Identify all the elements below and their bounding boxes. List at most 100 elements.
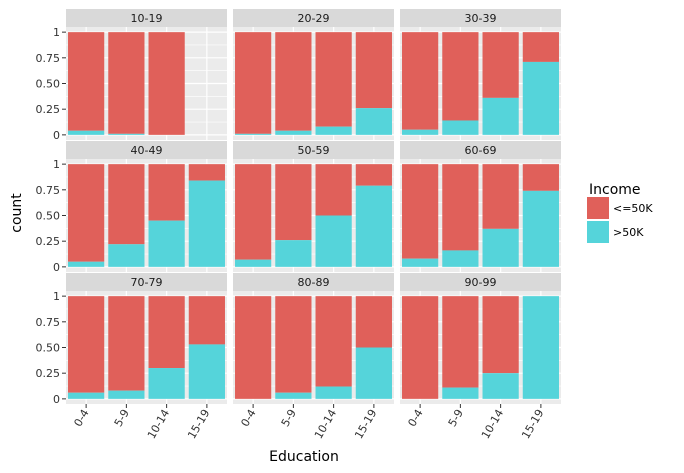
y-tick-label: 0.25 <box>36 235 61 248</box>
bar-gt50k-80-89-10-14 <box>315 386 352 399</box>
facet-strip-label: 30-39 <box>465 12 497 25</box>
bar-le50k-60-69-10-14 <box>482 164 519 229</box>
y-tick-label: 0 <box>53 129 60 142</box>
legend-title: Income <box>589 182 641 198</box>
facet-strip-40-49 <box>66 141 227 159</box>
y-axis-title: count <box>9 193 25 233</box>
y-tick-label: 1 <box>53 290 60 303</box>
facet-strip-label: 20-29 <box>298 12 330 25</box>
bar-gt50k-60-69-5-9 <box>442 250 479 267</box>
bar-gt50k-20-29-10-14 <box>315 126 352 135</box>
x-tick-label: 0-4 <box>71 407 91 429</box>
facet-strip-label: 40-49 <box>131 144 163 157</box>
bar-gt50k-80-89-15-19 <box>355 347 392 399</box>
x-tick-label: 0-4 <box>238 407 258 429</box>
bar-le50k-10-19-5-9 <box>108 32 145 134</box>
bar-gt50k-60-69-0-4 <box>402 258 439 267</box>
facet-strip-10-19 <box>66 9 227 27</box>
bar-gt50k-20-29-15-19 <box>355 108 392 135</box>
x-tick-label: 0-4 <box>405 407 425 429</box>
bar-le50k-60-69-15-19 <box>522 164 559 191</box>
bar-le50k-20-29-5-9 <box>275 32 312 131</box>
bar-gt50k-70-79-5-9 <box>108 390 145 399</box>
y-tick-label: 0.25 <box>36 367 61 380</box>
legend-label: <=50K <box>613 202 653 215</box>
bar-gt50k-10-19-0-4 <box>68 130 105 135</box>
y-tick-label: 0.50 <box>36 78 61 91</box>
x-tick-label: 5-9 <box>112 407 132 429</box>
bar-gt50k-40-49-0-4 <box>68 261 105 267</box>
x-tick-label: 15-19 <box>352 407 379 441</box>
x-tick-label: 15-19 <box>185 407 212 441</box>
facet-strip-20-29 <box>233 9 394 27</box>
bar-le50k-30-39-10-14 <box>482 32 519 98</box>
bar-gt50k-90-99-5-9 <box>442 387 479 399</box>
bar-gt50k-20-29-5-9 <box>275 130 312 135</box>
bar-le50k-30-39-5-9 <box>442 32 479 121</box>
bar-gt50k-20-29-0-4 <box>235 133 272 135</box>
bar-le50k-30-39-15-19 <box>522 32 559 62</box>
bar-le50k-20-29-10-14 <box>315 32 352 127</box>
y-tick-label: 0.75 <box>36 184 61 197</box>
x-tick-label: 5-9 <box>279 407 299 429</box>
bar-gt50k-50-59-15-19 <box>355 185 392 267</box>
bar-gt50k-40-49-5-9 <box>108 244 145 267</box>
bar-le50k-80-89-5-9 <box>275 296 312 393</box>
bar-le50k-50-59-0-4 <box>235 164 272 260</box>
bar-le50k-60-69-5-9 <box>442 164 479 251</box>
bar-le50k-30-39-0-4 <box>402 32 439 130</box>
bar-gt50k-60-69-10-14 <box>482 228 519 267</box>
bar-gt50k-50-59-10-14 <box>315 215 352 267</box>
y-tick-label: 0.50 <box>36 342 61 355</box>
facet-strip-label: 90-99 <box>465 276 497 289</box>
facet-strip-label: 50-59 <box>298 144 330 157</box>
bar-gt50k-10-19-5-9 <box>108 133 145 135</box>
x-tick-label: 5-9 <box>446 407 466 429</box>
facet-strip-50-59 <box>233 141 394 159</box>
facet-strip-label: 60-69 <box>465 144 497 157</box>
bar-gt50k-70-79-0-4 <box>68 392 105 399</box>
facet-strip-60-69 <box>400 141 561 159</box>
bar-gt50k-80-89-5-9 <box>275 392 312 399</box>
y-tick-label: 1 <box>53 26 60 39</box>
bar-le50k-70-79-5-9 <box>108 296 145 391</box>
y-tick-label: 0.75 <box>36 52 61 65</box>
y-tick-label: 0 <box>53 261 60 274</box>
legend-key-gt50k <box>587 221 609 243</box>
legend-label: >50K <box>613 226 644 239</box>
bar-le50k-90-99-5-9 <box>442 296 479 388</box>
bar-le50k-40-49-0-4 <box>68 164 105 262</box>
bar-gt50k-30-39-0-4 <box>402 129 439 135</box>
x-tick-label: 15-19 <box>519 407 546 441</box>
facet-strip-90-99 <box>400 273 561 291</box>
bar-le50k-40-49-10-14 <box>148 164 185 221</box>
bar-gt50k-90-99-15-19 <box>522 296 559 399</box>
bar-gt50k-40-49-15-19 <box>188 180 225 267</box>
facet-strip-label: 70-79 <box>131 276 163 289</box>
y-tick-label: 0.25 <box>36 103 61 116</box>
bar-gt50k-90-99-10-14 <box>482 373 519 399</box>
bar-le50k-50-59-10-14 <box>315 164 352 216</box>
bar-le50k-40-49-15-19 <box>188 164 225 181</box>
bar-le50k-70-79-10-14 <box>148 296 185 369</box>
facet-strip-30-39 <box>400 9 561 27</box>
bar-gt50k-60-69-15-19 <box>522 190 559 267</box>
bar-gt50k-30-39-10-14 <box>482 97 519 135</box>
bar-le50k-10-19-0-4 <box>68 32 105 131</box>
bar-le50k-50-59-5-9 <box>275 164 312 241</box>
bar-gt50k-30-39-5-9 <box>442 120 479 135</box>
y-tick-label: 0.75 <box>36 316 61 329</box>
bar-le50k-90-99-0-4 <box>402 296 439 399</box>
bar-le50k-90-99-10-14 <box>482 296 519 374</box>
bar-le50k-50-59-15-19 <box>355 164 392 186</box>
bar-gt50k-50-59-0-4 <box>235 259 272 267</box>
facet-strip-label: 10-19 <box>131 12 163 25</box>
x-tick-label: 10-14 <box>145 407 172 441</box>
facet-strip-80-89 <box>233 273 394 291</box>
legend-key-le50k <box>587 197 609 219</box>
bar-le50k-40-49-5-9 <box>108 164 145 245</box>
bar-le50k-70-79-0-4 <box>68 296 105 393</box>
x-tick-label: 10-14 <box>312 407 339 441</box>
